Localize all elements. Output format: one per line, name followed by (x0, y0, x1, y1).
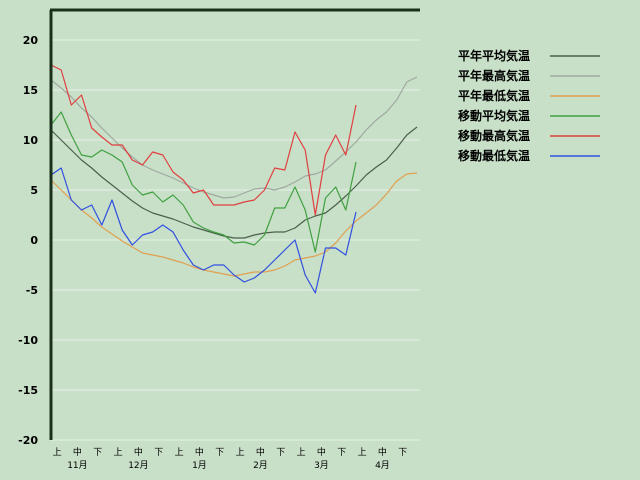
x-period-label: 中 (134, 446, 143, 458)
y-tick-label: -5 (26, 284, 38, 297)
y-tick-label: 15 (23, 84, 38, 97)
y-tick-label: -20 (18, 434, 38, 447)
y-tick-label: 20 (23, 34, 39, 47)
y-tick-label: 10 (23, 134, 39, 147)
legend-label: 移動最高気温 (458, 128, 530, 143)
series-line (50, 64, 357, 216)
x-period-label: 下 (215, 448, 224, 458)
x-period-label: 下 (154, 448, 163, 458)
series-line (50, 111, 357, 253)
x-period-label: 上 (53, 447, 62, 458)
month-labels: 11月 12月 1月 2月 3月 4月 (67, 460, 390, 471)
series-line (50, 126, 418, 239)
x-period-label: 下 (398, 448, 407, 458)
x-period-label: 中 (256, 446, 265, 458)
y-tick-label: 5 (30, 184, 38, 197)
y-tick-label: 0 (30, 234, 38, 247)
x-period-label: 上 (297, 447, 306, 458)
x-month-label: 12月 (128, 460, 148, 471)
x-period-label: 上 (236, 447, 245, 458)
series-line (50, 167, 357, 294)
series-lines (50, 64, 418, 294)
x-period-label: 下 (337, 448, 346, 458)
legend-label: 平年最高気温 (458, 68, 530, 83)
series-line (50, 76, 418, 199)
legend-label: 移動平均気温 (458, 108, 530, 123)
legend-label: 平年最低気温 (458, 88, 530, 103)
series-line (50, 172, 418, 277)
x-period-label: 中 (195, 446, 204, 458)
x-period-label: 下 (93, 448, 102, 458)
legend-label: 平年平均気温 (458, 48, 530, 63)
x-period-label: 上 (358, 447, 367, 458)
y-tick-labels: 20 15 10 5 0 -5 -10 -15 -20 (18, 34, 38, 447)
plot-area (50, 10, 420, 440)
x-period-label: 中 (73, 446, 82, 458)
x-period-label: 下 (276, 448, 285, 458)
gridlines (50, 39, 420, 441)
legend-label: 移動最低気温 (458, 148, 530, 163)
y-tick-label: -10 (18, 334, 38, 347)
x-month-label: 11月 (67, 460, 87, 471)
x-month-label: 3月 (314, 460, 329, 471)
x-month-label: 1月 (192, 460, 207, 471)
x-period-label: 中 (378, 446, 387, 458)
x-tick-labels: 上中下上中下上中下上中下上中下上中下 (53, 446, 408, 458)
x-period-label: 上 (175, 447, 184, 458)
x-period-label: 中 (317, 446, 326, 458)
x-month-label: 4月 (375, 460, 390, 471)
x-period-label: 上 (114, 447, 123, 458)
x-month-label: 2月 (253, 460, 268, 471)
y-tick-label: -15 (18, 384, 38, 397)
